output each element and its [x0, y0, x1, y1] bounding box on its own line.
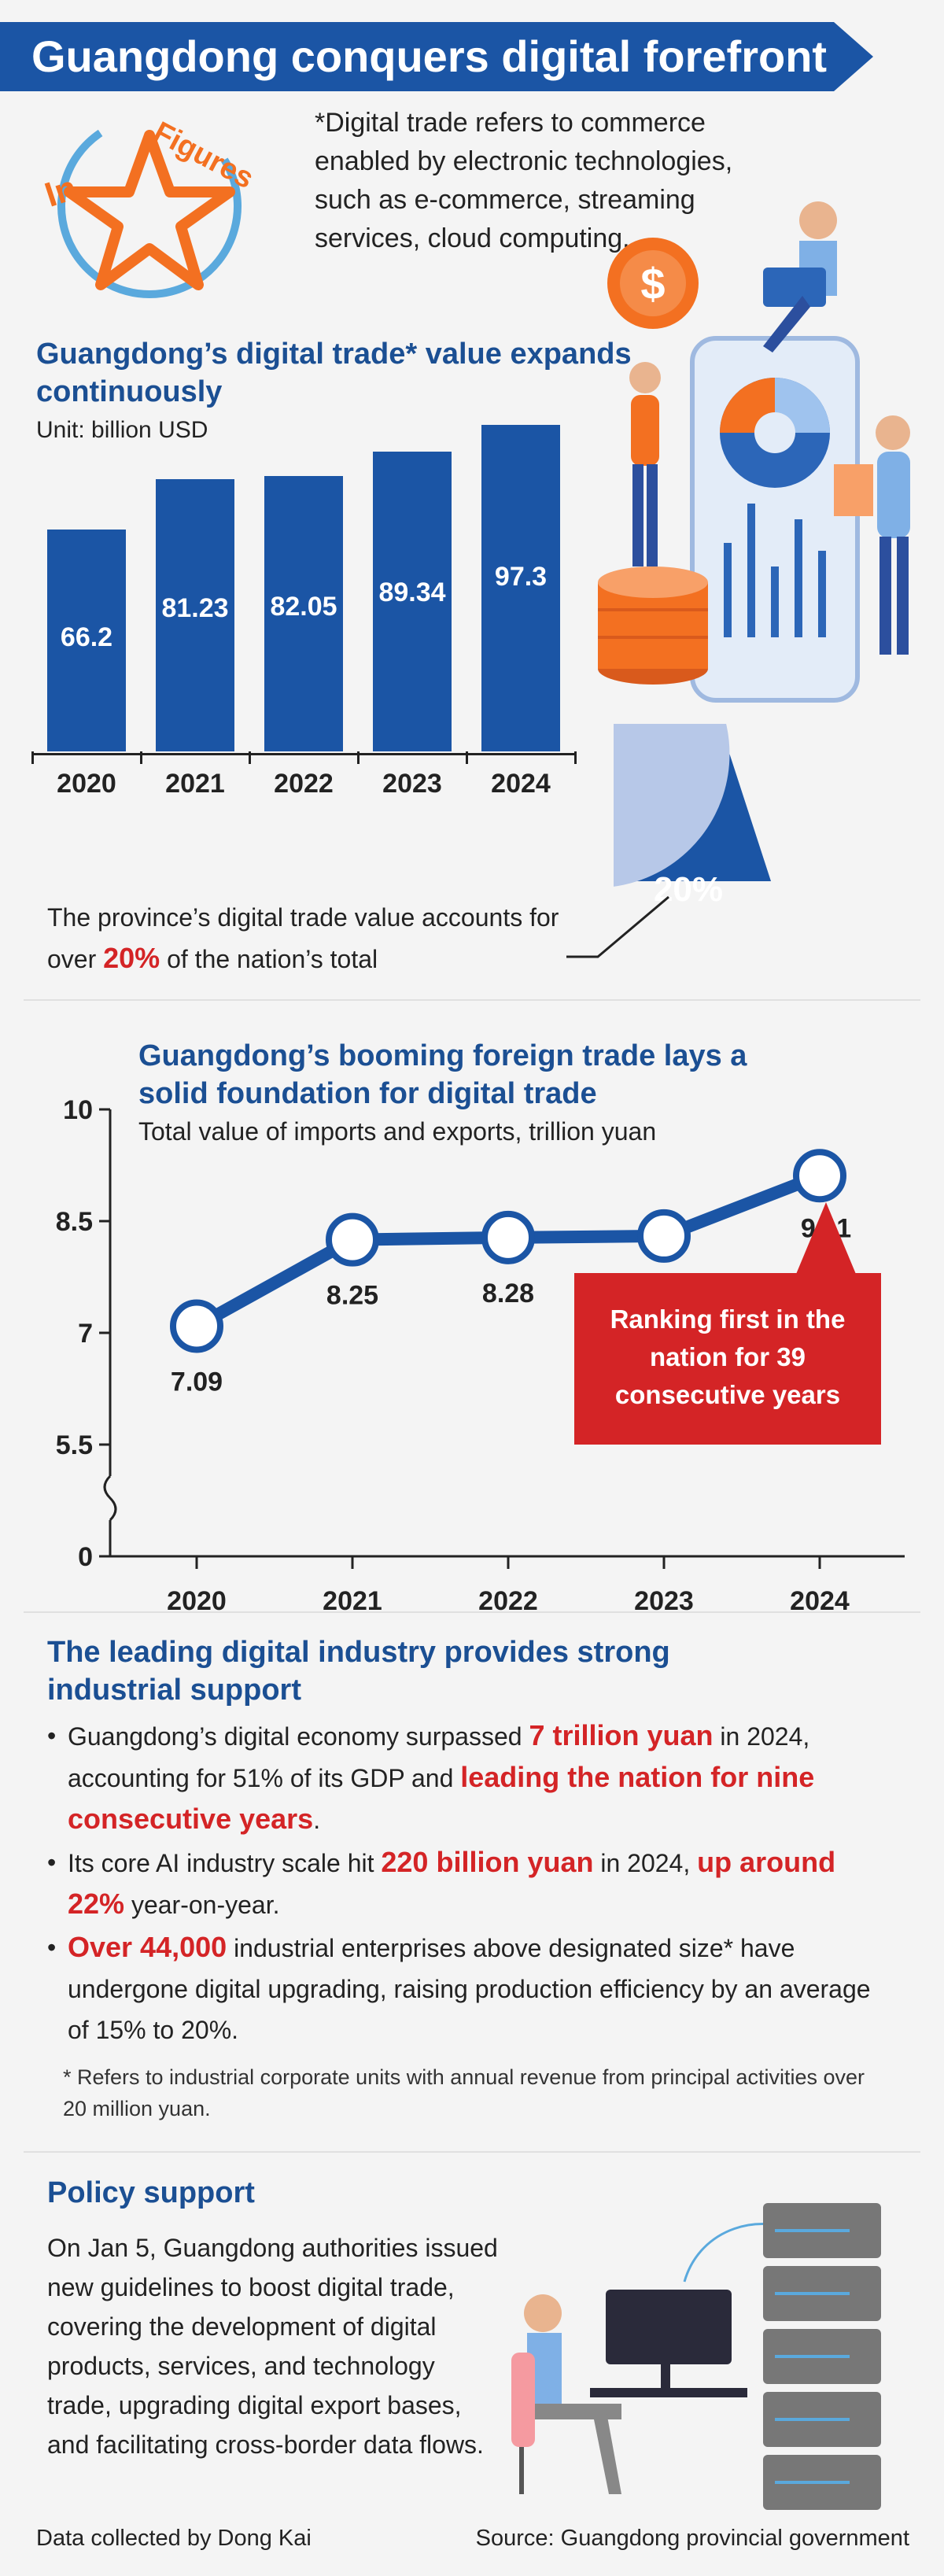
- share-pie-chart: 20%: [614, 724, 771, 909]
- in-figures-logo: In Figures: [40, 114, 259, 298]
- x-tick-label: 2024: [790, 1586, 850, 1616]
- y-tick-label: 5.5: [56, 1430, 93, 1460]
- y-tick-label: 8.5: [56, 1207, 93, 1237]
- bar-chart: 66.2 2020 81.23 2021 82.05 2022 89.34 2023 97.3 2…: [0, 0, 944, 865]
- bar-axis-tick: [574, 751, 577, 764]
- data-value-label: 8.28: [482, 1279, 534, 1308]
- bar-2022: [264, 476, 343, 751]
- bar-value-label: 66.2: [60, 622, 113, 653]
- bar-axis-tick: [249, 751, 251, 764]
- person-left-icon: [629, 362, 661, 566]
- footer-source: Source: Guangdong provincial government: [475, 2526, 909, 2551]
- policy-text: On Jan 5, Guangdong authorities issued n…: [47, 2234, 498, 2459]
- section4-title: Policy support: [47, 2176, 255, 2209]
- bar-value-label: 89.34: [378, 578, 446, 608]
- bar-2024: [481, 425, 560, 751]
- bar-x-axis: [31, 753, 574, 755]
- section3-title: The leading digital industry provides st…: [47, 1636, 670, 1707]
- footer-credit: Data collected by Dong Kai: [36, 2526, 312, 2551]
- line-chart: 10 8.5 7 5.5 0 2020 2021 2022 2023 2024 7.09 8.25 8.…: [56, 1095, 905, 1616]
- ranking-pointer: [795, 1202, 857, 1278]
- share-highlight: 20%: [103, 942, 160, 974]
- share-text: The province’s digital trade value accou…: [47, 903, 559, 974]
- pie-leader-line: [566, 895, 669, 958]
- bar-category-label: 2020: [57, 769, 116, 799]
- bar-axis-tick: [357, 751, 360, 764]
- bullet-digital-economy: Guangdong’s digital economy surpassed 7 …: [47, 1715, 881, 1840]
- data-point-2024: [793, 1149, 846, 1203]
- bar-2023: [373, 452, 452, 751]
- divider: [24, 2151, 920, 2153]
- ranking-badge: Ranking first in the nation for 39 conse…: [574, 1273, 881, 1445]
- chair-icon: [511, 2353, 535, 2494]
- pie-slice-guangdong: [637, 754, 771, 881]
- bar-category-label: 2024: [491, 769, 551, 799]
- monitor-icon: [590, 2290, 747, 2397]
- data-value-label: 7.09: [171, 1367, 223, 1397]
- dollar-coin-icon: $: [607, 238, 699, 329]
- bar-axis-tick: [466, 751, 468, 764]
- divider: [24, 1611, 920, 1613]
- data-value-label: 8.25: [326, 1281, 378, 1311]
- axis-break-icon: [103, 1474, 117, 1522]
- coin-stack-icon: [598, 566, 708, 685]
- pie-share-label: 20%: [654, 870, 723, 909]
- section1-unit: Unit: billion USD: [36, 417, 208, 443]
- bar-value-label: 97.3: [494, 562, 548, 592]
- server-rack-icon: [763, 2203, 881, 2510]
- bullet-ai-industry: Its core AI industry scale hit 220 billi…: [47, 1842, 881, 1925]
- bar-category-label: 2023: [382, 769, 442, 799]
- data-point-2021: [326, 1212, 379, 1267]
- footnote: * Refers to industrial corporate units w…: [63, 2065, 865, 2120]
- section1-title: Guangdong’s digital trade* value expands…: [36, 338, 632, 408]
- bar-category-label: 2022: [274, 769, 334, 799]
- bar-category-label: 2021: [165, 769, 225, 799]
- y-tick-label: 10: [63, 1095, 93, 1125]
- title-banner: [0, 22, 873, 91]
- bar-value-label: 82.05: [270, 592, 337, 622]
- bar-axis-tick: [140, 751, 142, 764]
- divider: [24, 999, 920, 1001]
- data-point-2023: [637, 1209, 691, 1263]
- digital-trade-illustration: $: [598, 201, 910, 703]
- industry-bullets: Guangdong’s digital economy surpassed 7 …: [47, 1715, 881, 2052]
- bar-2020: [47, 529, 126, 751]
- page-title: Guangdong conquers digital forefront: [31, 31, 828, 81]
- bullet-enterprises: Over 44,000 industrial enterprises above…: [47, 1927, 881, 2050]
- x-tick-label: 2023: [634, 1586, 694, 1616]
- definition-note: *Digital trade refers to commerce enable…: [315, 108, 733, 253]
- bar-2021: [156, 478, 234, 751]
- y-tick-label: 7: [78, 1319, 93, 1349]
- x-tick-label: 2022: [478, 1586, 538, 1616]
- person-right-icon: [834, 415, 910, 655]
- server-workstation-illustration: [511, 2203, 881, 2510]
- person-top-icon: [763, 201, 837, 352]
- data-point-2020: [170, 1299, 223, 1353]
- bar-axis-tick: [31, 751, 34, 764]
- section2-title: Guangdong’s booming foreign trade lays a…: [138, 1039, 747, 1110]
- section2-subtitle: Total value of imports and exports, tril…: [138, 1117, 657, 1146]
- x-tick-label: 2020: [167, 1586, 227, 1616]
- data-point-2022: [481, 1210, 535, 1264]
- svg-text:$: $: [640, 259, 665, 308]
- y-tick-label: 0: [78, 1542, 93, 1572]
- bar-value-label: 81.23: [161, 593, 229, 624]
- x-tick-label: 2021: [323, 1586, 382, 1616]
- person-at-desk-icon: [524, 2294, 621, 2494]
